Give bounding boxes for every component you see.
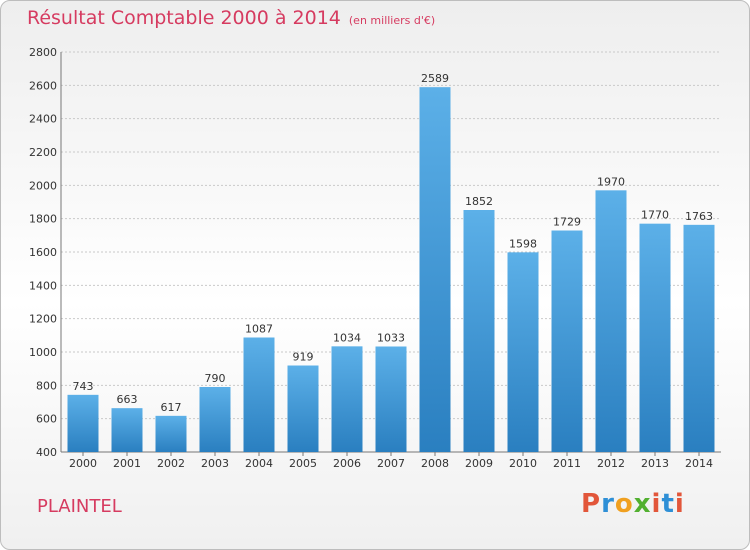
bar [595, 190, 627, 453]
y-tick-label: 1600 [29, 246, 57, 259]
bar [551, 230, 583, 452]
data-label: 1034 [333, 331, 361, 344]
data-label: 1033 [377, 332, 405, 345]
logo-letter: i [651, 489, 662, 519]
bar [287, 365, 319, 452]
y-tick-label: 600 [36, 413, 57, 426]
data-label: 1770 [641, 209, 669, 222]
logo-letter: i [674, 489, 685, 519]
data-label: 617 [161, 401, 182, 414]
bar [375, 346, 407, 452]
logo-letter: P [581, 489, 602, 519]
y-tick-label: 2800 [29, 46, 57, 59]
proxiti-logo: Proxiti [581, 489, 685, 519]
logo-letter: x [633, 489, 652, 519]
x-tick-label: 2007 [377, 457, 405, 470]
x-tick-label: 2008 [421, 457, 449, 470]
x-tick-label: 2003 [201, 457, 229, 470]
commune-name: PLAINTEL [37, 496, 122, 517]
y-tick-label: 1000 [29, 346, 57, 359]
x-tick-label: 2001 [113, 457, 141, 470]
bar [639, 223, 671, 452]
x-tick-label: 2011 [553, 457, 581, 470]
x-tick-label: 2002 [157, 457, 185, 470]
logo-letter: t [661, 489, 675, 519]
y-tick-label: 1200 [29, 313, 57, 326]
y-tick-label: 1800 [29, 213, 57, 226]
data-label: 1087 [245, 323, 273, 336]
data-label: 1763 [685, 210, 713, 223]
bar [507, 252, 539, 452]
y-tick-label: 2600 [29, 79, 57, 92]
chart-title-text: Résultat Comptable 2000 à 2014 [27, 7, 341, 29]
x-tick-label: 2006 [333, 457, 361, 470]
bar [683, 224, 715, 452]
logo-letter: o [614, 489, 634, 519]
data-label: 1729 [553, 216, 581, 229]
data-label: 1598 [509, 237, 537, 250]
y-tick-label: 800 [36, 379, 57, 392]
bar [331, 346, 363, 452]
x-tick-label: 2014 [685, 457, 713, 470]
x-tick-label: 2000 [69, 457, 97, 470]
x-tick-label: 2004 [245, 457, 273, 470]
chart-subtitle: (en milliers d'€) [348, 14, 436, 27]
y-tick-label: 2200 [29, 146, 57, 159]
data-label: 790 [205, 372, 226, 385]
x-tick-label: 2010 [509, 457, 537, 470]
logo-letter: r [601, 489, 615, 519]
y-tick-label: 1400 [29, 279, 57, 292]
bar [243, 337, 275, 452]
data-label: 1970 [597, 175, 625, 188]
bar [155, 415, 187, 452]
y-tick-label: 2000 [29, 179, 57, 192]
bar [111, 408, 143, 452]
data-label: 743 [73, 380, 94, 393]
x-tick-label: 2005 [289, 457, 317, 470]
data-label: 919 [293, 351, 314, 364]
bar [463, 210, 495, 452]
data-label: 1852 [465, 195, 493, 208]
bar [199, 387, 231, 452]
x-tick-label: 2012 [597, 457, 625, 470]
y-tick-label: 2400 [29, 113, 57, 126]
data-label: 663 [117, 393, 138, 406]
x-tick-label: 2009 [465, 457, 493, 470]
chart-title: Résultat Comptable 2000 à 2014 (en millie… [27, 7, 435, 29]
bar [67, 394, 99, 452]
bar [419, 87, 451, 453]
x-tick-label: 2013 [641, 457, 669, 470]
data-label: 2589 [421, 72, 449, 85]
y-tick-label: 400 [36, 446, 57, 459]
